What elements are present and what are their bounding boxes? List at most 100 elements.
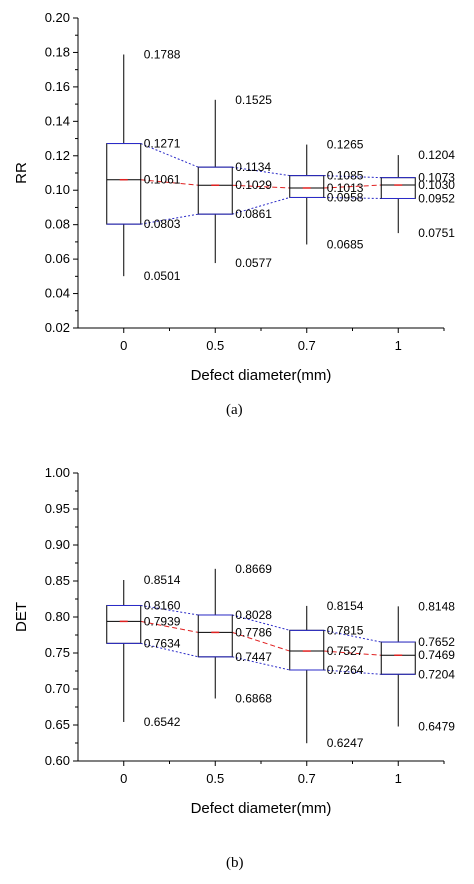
box-iqr — [197, 614, 233, 658]
x-tick-label: 0.7 — [298, 338, 316, 353]
median-trend-line — [140, 179, 199, 186]
data-label-min: 0.0751 — [418, 226, 455, 240]
x-tick-label: 0 — [120, 338, 127, 353]
data-label-q1: 0.7264 — [327, 663, 364, 677]
x-axis-label: Defect diameter(mm) — [191, 800, 332, 817]
data-label-q3: 0.1271 — [144, 137, 181, 151]
y-tick-label: 0.80 — [45, 609, 70, 624]
data-label-median: 0.1013 — [327, 181, 364, 195]
data-label-q3: 0.8028 — [235, 608, 272, 622]
q1-trend-line — [323, 669, 382, 675]
y-tick-label: 0.08 — [45, 217, 70, 232]
y-tick-label: 1.00 — [45, 465, 70, 480]
box-iqr — [197, 166, 233, 215]
y-tick-label: 0.10 — [45, 182, 70, 197]
q3-trend-line — [323, 629, 382, 643]
q1-trend-line — [232, 656, 290, 671]
y-tick-label: 0.12 — [45, 148, 70, 163]
y-tick-label: 0.70 — [45, 681, 70, 696]
data-label-median: 0.7469 — [418, 648, 455, 662]
y-tick-label: 0.02 — [45, 320, 70, 335]
chart-b-det: 0.60 0.65 0.70 0.75 0.80 0.85 0.90 0.95 1.00 0 0.5… — [13, 465, 455, 817]
data-label-median: 0.1030 — [418, 178, 455, 192]
y-tick-label: 0.60 — [45, 753, 70, 768]
box-iqr — [289, 629, 325, 671]
y-tick-label: 0.20 — [45, 10, 70, 25]
y-tick-label: 0.14 — [45, 113, 70, 128]
y-tick-label: 0.95 — [45, 501, 70, 516]
data-label-min: 0.6479 — [418, 720, 455, 734]
data-label-max: 0.1525 — [235, 93, 272, 107]
data-label-median: 0.1029 — [235, 178, 272, 192]
q1-trend-line — [140, 642, 199, 658]
x-tick-label: 0 — [120, 771, 127, 786]
y-axis-label: RR — [13, 162, 30, 184]
chart-a-rr: 0.02 0.04 0.06 0.08 0.10 0.12 0.14 0.16 0.18 0.20… — [13, 10, 455, 384]
data-label-min: 0.6247 — [327, 736, 364, 750]
q3-trend-line — [232, 614, 290, 631]
median-trend-line — [323, 650, 382, 656]
data-label-median: 0.7527 — [327, 644, 364, 658]
data-label-max: 0.8514 — [144, 573, 181, 587]
box-iqr — [289, 175, 325, 198]
y-axis-label: DET — [13, 602, 30, 632]
y-tick-label: 0.65 — [45, 717, 70, 732]
data-label-q3: 0.1134 — [235, 160, 271, 174]
data-label-min: 0.0577 — [235, 256, 272, 270]
data-label-q1: 0.7204 — [418, 667, 455, 681]
data-label-max: 0.8148 — [418, 599, 455, 613]
x-tick-label: 1 — [395, 771, 402, 786]
q3-trend-line — [232, 166, 290, 177]
y-tick-label: 0.16 — [45, 79, 70, 94]
q1-trend-line — [232, 196, 290, 215]
data-label-max: 0.1204 — [418, 148, 455, 162]
data-label-max: 0.8154 — [327, 599, 364, 613]
median-trend-line — [232, 631, 290, 652]
q3-trend-line — [323, 175, 382, 179]
data-label-q1: 0.7447 — [235, 650, 272, 664]
x-tick-label: 0.5 — [206, 771, 224, 786]
data-label-max: 0.8669 — [235, 562, 272, 576]
data-label-q3: 0.8160 — [144, 598, 181, 612]
y-tick-label: 0.04 — [45, 286, 70, 301]
box-iqr — [380, 177, 416, 199]
y-tick-label: 0.85 — [45, 573, 70, 588]
data-label-q3: 0.1073 — [418, 171, 455, 185]
x-tick-label: 0.7 — [298, 771, 316, 786]
x-tick-label: 0.5 — [206, 338, 224, 353]
median-trend-line — [323, 184, 382, 189]
data-label-median: 0.7939 — [144, 614, 181, 628]
data-label-min: 0.6542 — [144, 715, 181, 729]
data-label-min: 0.6868 — [235, 692, 272, 706]
data-label-q3: 0.7652 — [418, 635, 455, 649]
data-label-q3: 0.7815 — [327, 623, 364, 637]
panel-label-b: (b) — [226, 855, 244, 871]
x-tick-label: 1 — [395, 338, 402, 353]
panel-label-a: (a) — [226, 402, 243, 418]
y-tick-label: 0.90 — [45, 537, 70, 552]
box-iqr — [380, 641, 416, 675]
data-label-min: 0.0685 — [327, 237, 364, 251]
data-label-q1: 0.7634 — [144, 636, 181, 650]
data-label-median: 0.7786 — [235, 625, 272, 639]
y-tick-label: 0.18 — [45, 44, 70, 59]
x-axis-label: Defect diameter(mm) — [191, 367, 332, 384]
data-label-q1: 0.0958 — [327, 190, 364, 204]
median-trend-line — [232, 184, 290, 189]
y-tick-label: 0.06 — [45, 251, 70, 266]
box-iqr — [106, 604, 142, 644]
data-label-median: 0.1061 — [144, 173, 181, 187]
y-tick-label: 0.75 — [45, 645, 70, 660]
median-trend-line — [140, 620, 199, 633]
data-label-max: 0.1265 — [327, 138, 364, 152]
q1-trend-line — [323, 196, 382, 199]
box-iqr — [106, 143, 142, 225]
data-label-max: 0.1788 — [144, 48, 181, 62]
q3-trend-line — [140, 604, 199, 616]
data-label-q1: 0.0803 — [144, 217, 181, 231]
data-label-q1: 0.0861 — [235, 207, 272, 221]
data-label-q1: 0.0952 — [418, 191, 455, 205]
data-label-min: 0.0501 — [144, 269, 181, 283]
data-label-q3: 0.1085 — [327, 169, 364, 183]
